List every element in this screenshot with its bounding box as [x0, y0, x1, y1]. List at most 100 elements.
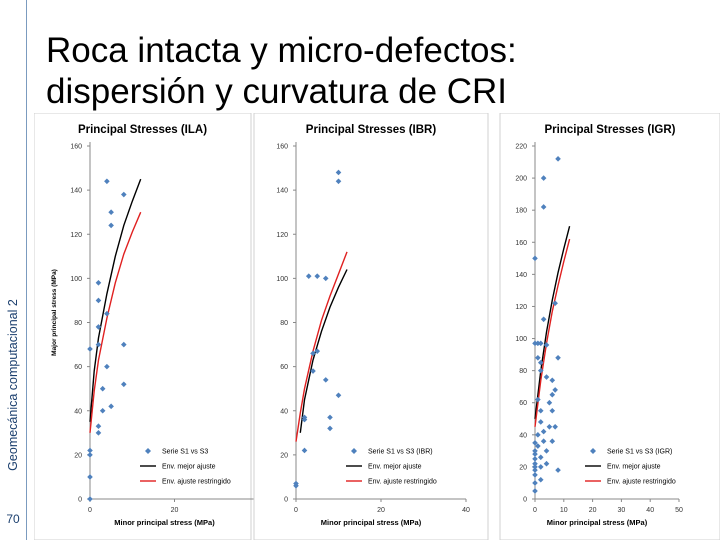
data-point	[121, 191, 127, 198]
y-tick-label: 200	[515, 176, 527, 183]
data-point	[555, 467, 561, 473]
restricted-fit-curve	[534, 238, 571, 427]
y-tick-label: 60	[519, 400, 527, 407]
chart-panel-border	[253, 112, 489, 541]
y-tick-label: 80	[74, 320, 82, 327]
restricted-fit-curve	[295, 251, 348, 442]
x-tick-label: 20	[377, 507, 385, 514]
data-point	[87, 474, 93, 480]
y-tick-label: 100	[70, 276, 82, 283]
chart-legend: Serie S1 vs S3 Env. mejor ajuste Env. ajus…	[140, 448, 231, 486]
data-point	[537, 454, 544, 461]
y-tick-label: 220	[515, 144, 527, 151]
y-tick-label: 160	[515, 240, 527, 247]
y-tick-label: 120	[515, 304, 527, 311]
data-point	[537, 464, 544, 470]
data-point	[549, 391, 556, 398]
data-point	[532, 340, 538, 347]
y-tick-label: 40	[74, 408, 82, 415]
y-tick-label: 140	[515, 272, 527, 279]
data-point	[537, 476, 544, 483]
chart-panel-3: Principal Stresses (IGR)0204060801001201…	[499, 112, 720, 541]
y-tick-label: 100	[276, 276, 288, 283]
legend-label: Env. ajuste restringido	[162, 479, 231, 486]
y-axis-label: Major principal stress (MPa)	[51, 269, 58, 356]
data-point	[549, 407, 556, 414]
chart-legend: Serie S1 vs S3 (IBR) Env. mejor ajuste Env…	[346, 448, 437, 486]
data-point	[121, 381, 127, 388]
data-point	[305, 273, 312, 279]
data-point	[95, 430, 102, 436]
x-axis-label: Minor principal stress (MPa)	[321, 518, 422, 527]
data-point	[327, 425, 333, 432]
legend-label: Env. mejor ajuste	[162, 464, 216, 471]
data-point	[95, 324, 102, 330]
data-point	[537, 340, 544, 347]
y-tick-label: 180	[515, 208, 527, 215]
data-point	[322, 275, 329, 282]
legend-marker-series	[145, 448, 151, 454]
data-point	[301, 447, 308, 454]
data-point	[543, 342, 550, 348]
y-tick-label: 40	[519, 432, 527, 439]
data-point	[546, 423, 553, 430]
data-point	[87, 496, 93, 502]
data-point	[555, 156, 561, 162]
chart-panel-2: Principal Stresses (IBR) 0 20 40 60 80 100 120 1…	[253, 112, 489, 541]
y-tick-label: 100	[515, 336, 527, 343]
data-point	[95, 279, 102, 286]
y-tick-label: 120	[276, 232, 288, 239]
data-point	[293, 480, 299, 487]
data-point	[537, 407, 544, 414]
y-tick-label: 60	[280, 364, 288, 371]
data-point	[543, 374, 550, 380]
y-tick-label: 60	[74, 364, 82, 371]
chart-panel-border	[33, 112, 252, 541]
y-tick-label: 80	[280, 320, 288, 327]
data-point	[543, 460, 550, 467]
data-point	[555, 355, 561, 361]
data-point	[552, 387, 558, 393]
data-point	[540, 204, 547, 210]
data-point	[104, 363, 110, 370]
y-tick-label: 140	[276, 188, 288, 195]
y-tick-label: 160	[276, 144, 288, 151]
data-point	[540, 175, 547, 181]
data-point	[535, 432, 541, 438]
x-tick-label: 40	[646, 507, 654, 514]
y-tick-label: 160	[70, 144, 82, 151]
x-tick-label: 30	[618, 507, 626, 514]
x-tick-label: 40	[462, 507, 470, 514]
data-point	[87, 346, 93, 352]
data-point	[540, 316, 547, 323]
data-point	[99, 407, 106, 414]
chart-panel-1: Principal Stresses (ILA) 0 20 40 60 80 100 120 1…	[33, 112, 263, 541]
data-point	[310, 350, 316, 357]
data-point	[87, 447, 93, 454]
data-point	[327, 414, 333, 421]
data-point	[552, 423, 558, 430]
x-tick-label: 50	[675, 507, 683, 514]
x-tick-label: 0	[294, 507, 298, 514]
data-point	[121, 341, 127, 348]
data-point	[535, 355, 541, 361]
y-tick-label: 20	[519, 464, 527, 471]
legend-marker-series	[351, 448, 357, 454]
y-tick-label: 20	[74, 452, 82, 459]
y-tick-label: 140	[70, 188, 82, 195]
chart-area: Principal Stresses (ILA) 0 20 40 60 80 100 120 1…	[33, 112, 720, 541]
y-tick-label: 0	[284, 497, 288, 504]
chart-title: Principal Stresses (IBR)	[306, 124, 437, 136]
x-tick-label: 0	[88, 507, 92, 514]
x-tick-label: 10	[560, 507, 568, 514]
chart-title: Principal Stresses (ILA)	[78, 124, 207, 136]
data-point	[537, 367, 544, 374]
data-point	[535, 443, 541, 449]
y-tick-label: 0	[523, 497, 527, 504]
data-point	[87, 452, 93, 458]
slide-title-line-2: dispersión y curvatura de CRI	[46, 72, 508, 111]
legend-label: Serie S1 vs S3 (IGR)	[607, 449, 672, 456]
data-point	[552, 300, 558, 307]
data-point	[537, 419, 544, 425]
data-point	[540, 428, 547, 435]
